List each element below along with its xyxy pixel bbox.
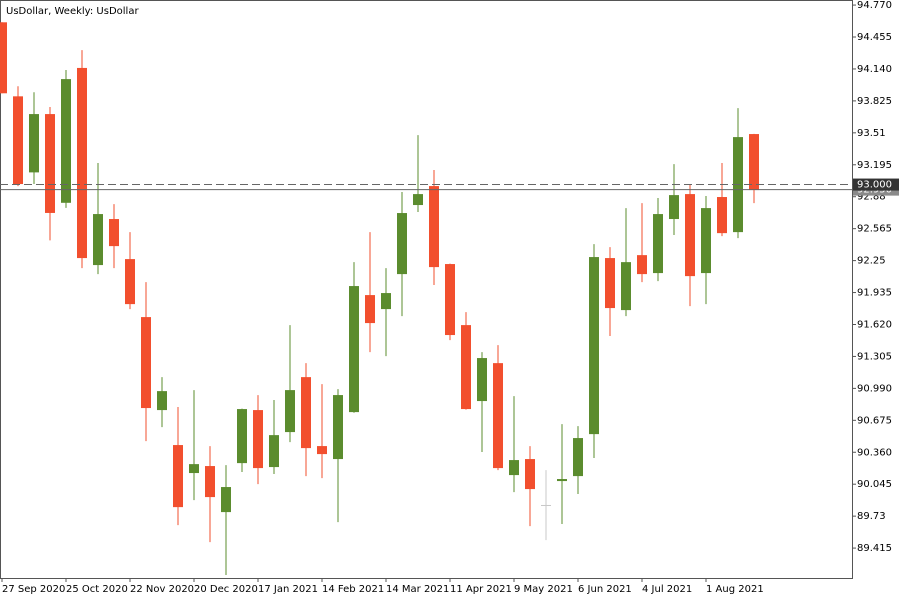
candle-body (477, 358, 487, 402)
y-tick-label: 90.990 (857, 383, 892, 394)
candle-body (125, 259, 135, 305)
candle-body (349, 286, 359, 413)
candle-body (557, 479, 567, 482)
y-tick-label: 94.455 (857, 32, 892, 43)
x-tick-label: 1 Aug 2021 (706, 584, 764, 595)
x-tick-label: 20 Dec 2020 (194, 584, 258, 595)
candle-body (237, 409, 247, 464)
y-tick-label: 93.195 (857, 160, 892, 171)
x-tick-label: 27 Sep 2020 (2, 584, 65, 595)
x-tick-label: 25 Oct 2020 (66, 584, 128, 595)
candle-body (269, 435, 279, 468)
candle-body (429, 186, 439, 268)
y-tick-label: 90.675 (857, 415, 892, 426)
y-tick-label: 94.770 (857, 0, 892, 11)
y-tick-label: 90.360 (857, 447, 892, 458)
candle-body (525, 459, 535, 490)
candle-body (541, 504, 551, 506)
y-tick-label: 92.88 (857, 192, 886, 203)
y-tick-label: 93.825 (857, 96, 892, 107)
candle-body (29, 114, 39, 173)
price-label: 93.000 (857, 180, 892, 191)
candle-body (685, 194, 695, 277)
candle-body (669, 195, 679, 220)
candle-body (45, 114, 55, 213)
x-tick-label: 22 Nov 2020 (130, 584, 194, 595)
y-tick-label: 91.620 (857, 319, 892, 330)
candle-body (285, 390, 295, 433)
candle-body (381, 293, 391, 310)
candle-body (301, 377, 311, 449)
candle-body (0, 22, 7, 94)
y-tick-label: 90.045 (857, 479, 892, 490)
candle-body (605, 258, 615, 309)
candle-body (413, 194, 423, 206)
candle-body (365, 295, 375, 324)
plot-frame (0, 0, 853, 579)
candle-body (621, 262, 631, 311)
x-tick-label: 17 Jan 2021 (258, 584, 318, 595)
candle-body (13, 96, 23, 185)
candle-body (573, 438, 583, 477)
candle-body (589, 257, 599, 435)
candle-body (189, 464, 199, 474)
x-tick-label: 6 Jun 2021 (578, 584, 632, 595)
candle-body (333, 395, 343, 460)
candle-body (141, 317, 151, 409)
candle-body (173, 445, 183, 508)
candle-body (317, 446, 327, 455)
y-tick-label: 94.140 (857, 64, 892, 75)
candle-body (461, 325, 471, 410)
y-tick-label: 89.73 (857, 511, 886, 522)
candle-body (93, 214, 103, 266)
x-tick-label: 11 Apr 2021 (450, 584, 512, 595)
y-tick-label: 92.565 (857, 224, 892, 235)
y-tick-label: 93.51 (857, 128, 886, 139)
price-label-box (853, 178, 899, 191)
chart-title: UsDollar, Weekly: UsDollar (6, 6, 139, 17)
x-tick-label: 14 Feb 2021 (322, 584, 384, 595)
y-tick-label: 92.25 (857, 256, 886, 267)
y-tick-label: 91.935 (857, 288, 892, 299)
candle-body (109, 219, 119, 247)
candle-body (749, 134, 759, 191)
candle-body (205, 466, 215, 498)
x-tick-label: 4 Jul 2021 (642, 584, 692, 595)
candle-body (445, 264, 455, 336)
candle-body (701, 208, 711, 274)
candle-body (253, 410, 263, 469)
candle-body (61, 79, 71, 203)
candle-body (221, 487, 231, 513)
candle-body (397, 213, 407, 275)
candle-body (717, 197, 727, 234)
candle-body (653, 214, 663, 274)
x-tick-label: 9 May 2021 (514, 584, 573, 595)
candle-body (77, 67, 87, 259)
y-tick-label: 91.305 (857, 351, 892, 362)
candle-body (637, 255, 647, 275)
candle-body (509, 460, 519, 476)
candle-body (493, 363, 503, 469)
x-tick-label: 14 Mar 2021 (386, 584, 449, 595)
y-tick-label: 89.415 (857, 543, 892, 554)
candle-body (157, 391, 167, 411)
